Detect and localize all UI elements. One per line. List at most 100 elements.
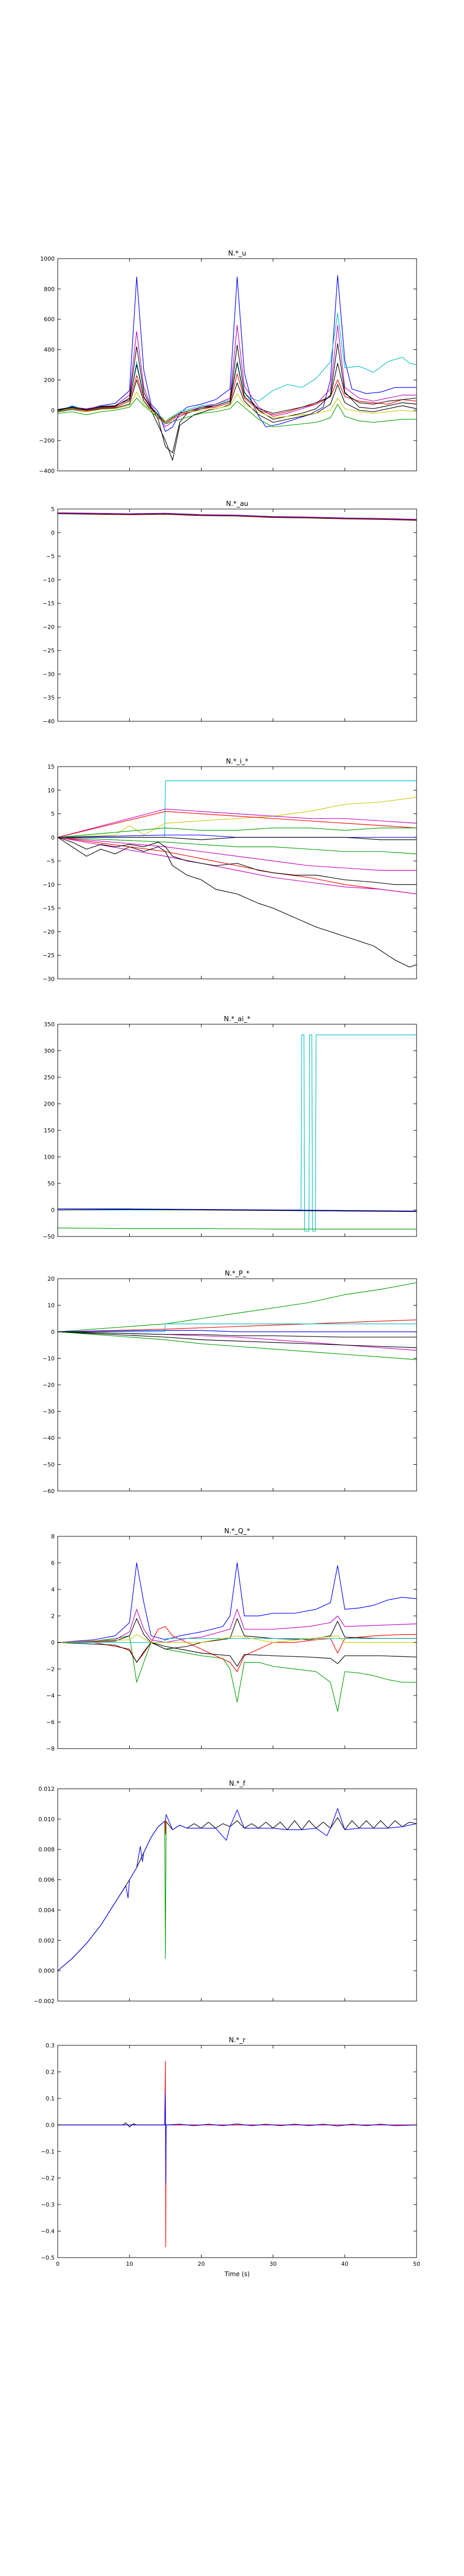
y-tick-label: 0.006 [39,1877,55,1884]
series-group [58,1808,417,1971]
plot-title: N.*_u [228,250,246,258]
y-tick-label: 0.3 [46,2042,55,2049]
axes-frame [57,766,417,979]
series-line-3 [58,808,417,838]
series-line-3 [58,325,417,428]
y-tick-label: −15 [43,600,55,607]
series-group [58,2061,417,2247]
series-line-11 [58,837,417,894]
x-tick-label: 40 [341,2261,349,2267]
series-line-7 [58,837,417,840]
x-tick-label: 0 [56,2261,60,2267]
y-tick-label: −0.2 [41,2175,55,2182]
series-line-3 [58,513,417,520]
x-tick-label: 20 [197,2261,205,2267]
series-line-2 [58,513,417,521]
y-tick-label: 400 [44,347,55,353]
x-tick-label: 50 [413,2261,420,2267]
subplot-u: N.*_u −400 −200 0 200 400 600 800 1000 [39,250,417,474]
y-tick-label: −35 [43,694,55,701]
y-tick-label: 0.008 [39,1846,55,1853]
subplot-ai: N.*_ai_* −50 0 50 100 150 200 250 300 350 [43,1015,417,1240]
y-tick-label: −20 [43,1382,55,1388]
y-tick-label: −30 [43,671,55,677]
y-tick-label: 2 [51,1613,55,1620]
series-line-13 [58,837,417,968]
y-tick-label: 5 [51,811,55,818]
subplot-f: N.*_f −0.002 0.000 0.002 0.004 0.006 0.008 0.01… [34,1780,417,2005]
plot-title: N.*_f [229,1780,245,1788]
series-line-9 [58,837,417,871]
y-tick-label: 0.004 [39,1907,55,1913]
y-tick-label: 5 [51,506,55,513]
y-tick-label: −5 [46,553,55,560]
axes-frame [57,1788,417,2002]
subplot-q: N.*_Q_* −8 −6 −4 −2 0 2 4 6 8 [46,1528,417,1752]
y-tick-label: −5 [46,858,55,865]
series-line-5 [58,1618,417,1650]
series-line-3 [164,1820,167,1959]
y-tick-label: 50 [47,1180,55,1187]
subplot-p: N.*_P_* −60 −50 −40 −30 −20 −10 0 10 20 [43,1270,417,1495]
y-tick-label: 0 [51,530,55,536]
y-tick-label: −30 [43,1409,55,1415]
y-tick-label: 10 [47,1302,55,1309]
y-tick-label: 4 [51,1586,55,1593]
series-line-1 [58,1817,417,1971]
series-line-2 [58,796,417,838]
y-tick-label: −25 [43,648,55,654]
y-tick-label: −25 [43,952,55,959]
series-group [58,1562,417,1712]
series-group [58,512,417,521]
y-tick-label: −200 [39,437,55,444]
y-tick-label: 0 [51,834,55,841]
series-line-6 [58,1642,417,1667]
series-line-1 [58,512,417,520]
y-tick-label: 20 [47,1276,55,1282]
series-line-3 [58,2093,417,2184]
plot-title: N.*_au [226,500,248,508]
y-tick-label: −10 [43,882,55,888]
y-tick-label: 150 [44,1127,55,1134]
y-tick-label: −4 [46,1692,55,1699]
axes-frame [57,1024,417,1237]
series-line-6 [58,1331,417,1348]
series-line-5 [58,827,417,838]
y-tick-label: −0.002 [34,1998,55,2005]
x-tick-label: 10 [126,2261,133,2267]
y-tick-label: 10 [47,787,55,794]
plot-title: N.*_r [229,2037,246,2044]
series-line-3 [58,1626,417,1672]
series-line-2 [58,1208,417,1212]
plot-title: N.*_P_* [225,1270,250,1278]
plot-title: N.*_Q_* [224,1528,251,1535]
y-tick-label: 350 [44,1021,55,1028]
axes-frame [57,258,417,471]
y-tick-label: 0.1 [46,2095,55,2102]
series-group [58,1035,417,1232]
series-group [58,780,417,968]
subplot-au: N.*_au −40 −35 −30 −25 −20 −15 −10 −5 0 5 [43,500,417,725]
y-tick-label: −0.3 [41,2201,55,2208]
subplot-r: N.*_r −0.5 −0.4 −0.3 −0.2 −0.1 0.0 0.1 0.2 0.3 0 10… [41,2037,420,2278]
y-tick-label: −20 [43,928,55,935]
x-tick-label: 30 [270,2261,277,2267]
y-tick-label: 0.0 [46,2122,55,2129]
series-line-3 [58,1209,417,1212]
series-line-5 [58,343,417,453]
y-tick-label: 0.012 [39,1786,55,1792]
series-line-9 [58,363,417,423]
series-line-8 [58,1331,417,1337]
y-tick-label: 15 [47,764,55,770]
plot-title: N.*_i_* [226,758,248,766]
y-tick-label: 200 [44,1101,55,1108]
y-tick-label: 0 [51,1329,55,1335]
y-tick-label: −2 [46,1666,55,1673]
y-tick-label: −10 [43,1355,55,1362]
y-tick-label: −6 [46,1719,55,1726]
x-axis-label: Time (s) [224,2270,250,2278]
y-tick-label: 0.010 [39,1816,55,1823]
series-line-12 [58,837,417,885]
subplot-i: N.*_i_* −30 −25 −20 −15 −10 −5 0 5 10 15 [43,758,417,982]
